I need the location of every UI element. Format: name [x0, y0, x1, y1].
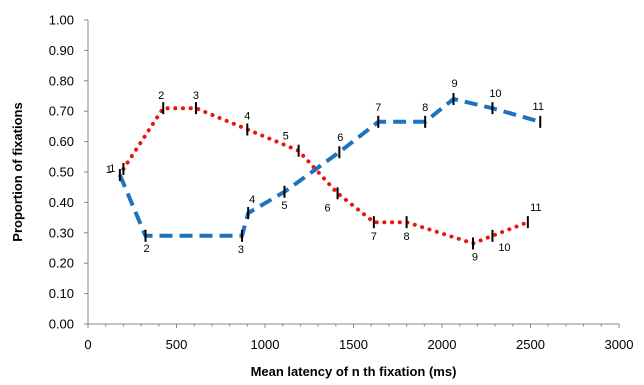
- series-2: 1 2 3 4 5 6 7 8 9 10 11: [106, 78, 544, 256]
- x-tick-label: 1000: [251, 337, 280, 352]
- series-layer: 1 2 3 4 5 6 7 8 9 10 111 2 3 4 5 6 7 8 9 10 11: [106, 78, 544, 263]
- data-point-label: 11: [533, 101, 544, 113]
- y-tick-label: 0.80: [49, 73, 74, 88]
- data-point-label: 10: [498, 242, 510, 254]
- data-point-label: 2: [158, 90, 164, 102]
- x-tick-label: 500: [166, 337, 188, 352]
- x-tick-label: 3000: [605, 337, 634, 352]
- series-line: [118, 97, 541, 238]
- series-line: [121, 106, 530, 246]
- data-point-label: 4: [244, 110, 250, 122]
- data-point-label: 5: [283, 131, 289, 143]
- axes: [87, 20, 619, 325]
- y-tick-label: 0.90: [49, 43, 74, 58]
- y-tick-label: 0.50: [49, 165, 74, 180]
- data-point-label: 9: [472, 251, 478, 263]
- data-point-label: 5: [281, 200, 287, 212]
- y-tick-label: 0.10: [49, 286, 74, 301]
- series-1: 1 2 3 4 5 6 7 8 9 10 11: [109, 90, 541, 263]
- y-tick-label: 0.70: [49, 104, 74, 119]
- data-point-label: 4: [249, 194, 255, 206]
- data-point-label: 1: [106, 164, 112, 176]
- y-axis-ticks: 0.00 0.10 0.20 0.30 0.40 0.50 0.60 0.70 0.80 0.90…: [49, 13, 88, 332]
- data-point-label: 3: [193, 90, 199, 102]
- y-tick-label: 0.60: [49, 134, 74, 149]
- data-point-label: 8: [404, 231, 410, 243]
- x-tick-label: 1500: [339, 337, 368, 352]
- data-point-label: 6: [325, 202, 331, 214]
- y-tick-label: 0.00: [49, 317, 74, 332]
- x-axis-ticks: 0 500 1000 1500 2000 2500 3000: [84, 324, 633, 352]
- data-point-label: 11: [530, 202, 541, 214]
- data-point-label: 1: [109, 163, 115, 175]
- y-axis-title: Proportion of fixations: [10, 102, 25, 241]
- data-point-label: 9: [451, 78, 457, 90]
- x-axis-title: Mean latency of n th fixation (ms): [251, 364, 457, 379]
- data-point-label: 7: [371, 231, 377, 243]
- data-point-label: 3: [238, 244, 244, 256]
- y-tick-label: 1.00: [49, 13, 74, 28]
- data-point-label: 7: [375, 102, 381, 114]
- x-tick-label: 0: [84, 337, 91, 352]
- data-point-label: 6: [337, 132, 343, 144]
- x-tick-label: 2500: [516, 337, 545, 352]
- data-point-label: 2: [143, 243, 149, 255]
- data-point-label: 8: [422, 102, 428, 114]
- x-tick-label: 2000: [428, 337, 457, 352]
- data-point-label: 10: [489, 88, 501, 100]
- y-tick-label: 0.40: [49, 195, 74, 210]
- y-tick-label: 0.20: [49, 256, 74, 271]
- y-tick-label: 0.30: [49, 225, 74, 240]
